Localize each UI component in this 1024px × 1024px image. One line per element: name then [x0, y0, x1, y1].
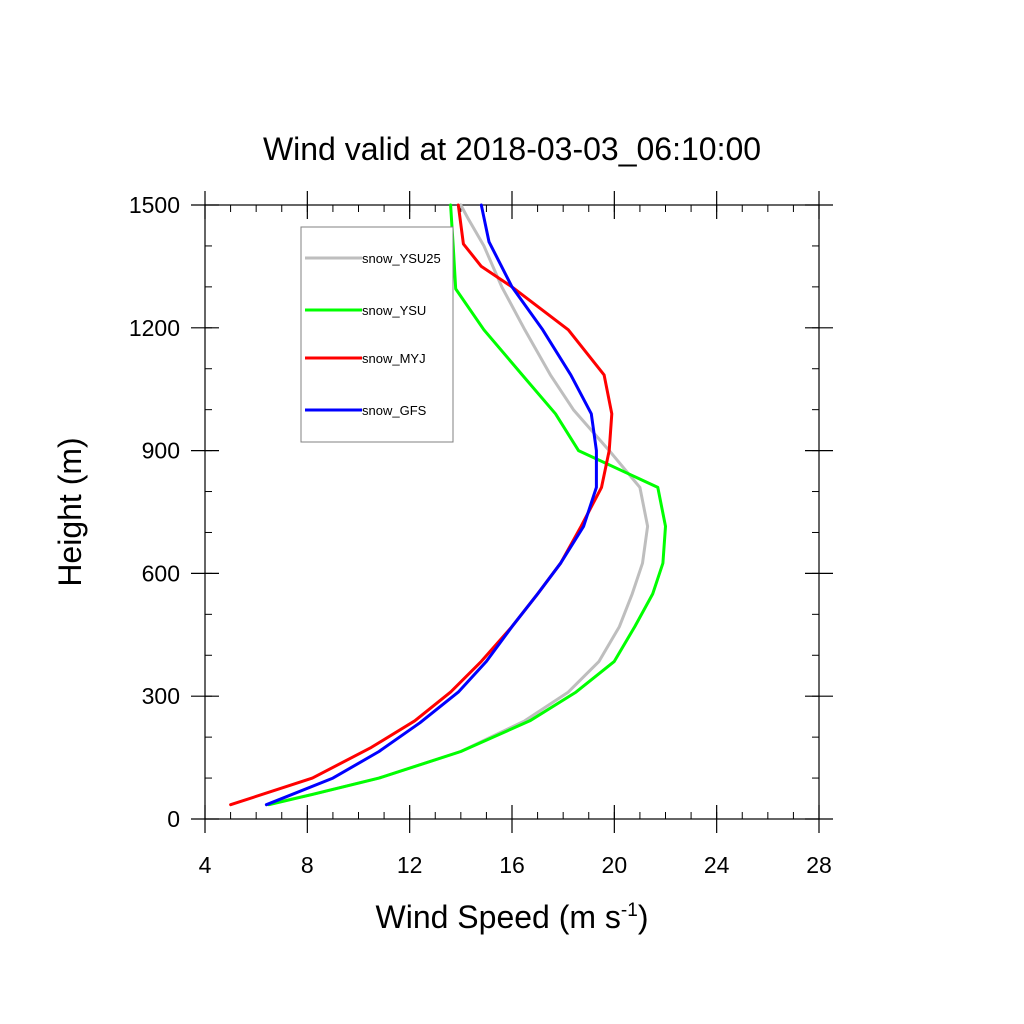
x-axis-title-superscript: -1	[621, 900, 638, 921]
y-axis-title: Height (m)	[52, 437, 88, 586]
x-axis-title-suffix: )	[638, 899, 649, 935]
plot-frame	[204, 204, 820, 820]
legend-label: snow_GFS	[362, 403, 427, 418]
series-lines	[229, 203, 667, 807]
x-tick-label: 8	[301, 852, 314, 878]
x-tick-label: 28	[806, 852, 832, 878]
series-line-snow-gfs	[264, 203, 598, 807]
y-tick-label: 300	[142, 683, 180, 709]
chart-title: Wind valid at 2018-03-03_06:10:00	[263, 131, 761, 167]
y-tick-label: 1200	[129, 315, 180, 341]
legend-label: snow_MYJ	[362, 351, 426, 366]
y-tick-labels: 0 300 600 900 1200 1500	[129, 192, 180, 832]
legend-box	[300, 226, 454, 443]
y-tick-label: 600	[142, 560, 180, 586]
x-tick-label: 12	[397, 852, 423, 878]
y-tick-label: 1500	[129, 192, 180, 218]
legend: snow_YSU25 snow_YSU snow_MYJ snow_GFS	[300, 226, 454, 443]
series-line-snow-ysu	[267, 203, 667, 807]
x-tick-label: 16	[499, 852, 525, 878]
x-tick-label: 20	[602, 852, 628, 878]
y-tick-label: 900	[142, 438, 180, 464]
x-tick-label: 4	[199, 852, 212, 878]
legend-label: snow_YSU	[362, 303, 426, 318]
y-tick-label: 0	[167, 806, 180, 832]
x-axis-title-text: Wind Speed (m s	[376, 899, 621, 935]
x-tick-labels: 4 8 12 16 20 24 28	[199, 852, 832, 878]
x-tick-label: 24	[704, 852, 730, 878]
x-axis-title: Wind Speed (m s-1)	[376, 899, 649, 935]
legend-label: snow_YSU25	[362, 251, 441, 266]
